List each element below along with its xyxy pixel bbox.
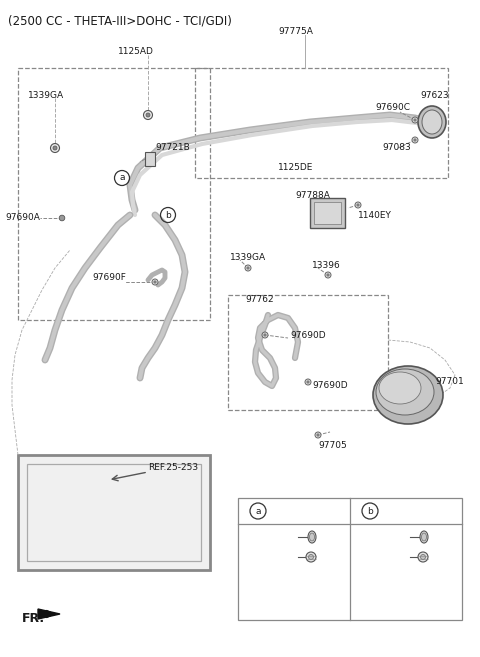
Ellipse shape — [422, 110, 442, 134]
Circle shape — [315, 432, 321, 438]
Text: 97690D: 97690D — [312, 380, 348, 390]
Text: 97721B: 97721B — [155, 143, 190, 152]
Circle shape — [146, 113, 150, 117]
Text: 1125AD: 1125AD — [118, 47, 154, 57]
Circle shape — [144, 110, 153, 120]
Ellipse shape — [418, 106, 446, 138]
Circle shape — [307, 381, 309, 383]
Circle shape — [306, 552, 316, 562]
Text: 97690F: 97690F — [92, 273, 126, 283]
Circle shape — [412, 137, 418, 143]
Circle shape — [420, 555, 425, 560]
Circle shape — [247, 267, 249, 269]
Circle shape — [53, 146, 57, 150]
Bar — [18, 455, 210, 570]
Text: 97690D: 97690D — [290, 330, 325, 340]
Text: a: a — [255, 507, 261, 516]
Circle shape — [245, 265, 251, 271]
Text: 97775A: 97775A — [278, 28, 313, 37]
Circle shape — [50, 143, 60, 152]
Text: b: b — [367, 507, 373, 516]
Ellipse shape — [379, 372, 421, 404]
Circle shape — [412, 117, 418, 123]
Ellipse shape — [420, 531, 428, 543]
Circle shape — [264, 334, 266, 336]
Text: 97811C: 97811C — [246, 533, 281, 541]
Circle shape — [317, 434, 319, 436]
Text: b: b — [165, 210, 171, 219]
Text: 97788A: 97788A — [295, 191, 330, 200]
Text: 97812B: 97812B — [358, 553, 393, 562]
Text: 97690A: 97690A — [5, 214, 40, 223]
Text: REF.25-253: REF.25-253 — [148, 463, 198, 472]
Ellipse shape — [308, 531, 316, 543]
Circle shape — [357, 204, 359, 206]
Bar — [310, 198, 345, 228]
Text: 97705: 97705 — [318, 440, 347, 449]
Bar — [145, 152, 155, 166]
Circle shape — [414, 139, 416, 141]
Text: 97701: 97701 — [435, 378, 464, 386]
Bar — [27, 464, 201, 561]
Circle shape — [327, 274, 329, 276]
Circle shape — [154, 281, 156, 283]
Text: 97812B: 97812B — [246, 553, 281, 562]
Text: FR.: FR. — [22, 612, 45, 625]
Circle shape — [418, 552, 428, 562]
Bar — [195, 68, 448, 178]
Text: 1339GA: 1339GA — [28, 91, 64, 99]
Text: a: a — [119, 173, 125, 183]
Circle shape — [325, 272, 331, 278]
Text: 1125DE: 1125DE — [278, 164, 313, 173]
Bar — [228, 295, 388, 410]
Circle shape — [59, 215, 65, 221]
Bar — [18, 68, 210, 320]
Text: 1140EY: 1140EY — [358, 210, 392, 219]
Bar — [238, 498, 462, 620]
Text: 13396: 13396 — [312, 260, 341, 269]
Circle shape — [355, 202, 361, 208]
Ellipse shape — [421, 533, 427, 541]
Text: (2500 CC - THETA-III>DOHC - TCI/GDI): (2500 CC - THETA-III>DOHC - TCI/GDI) — [8, 14, 232, 27]
Circle shape — [262, 332, 268, 338]
Ellipse shape — [310, 533, 314, 541]
Polygon shape — [38, 609, 60, 619]
Text: 97811B: 97811B — [358, 533, 393, 541]
Circle shape — [309, 555, 313, 560]
Text: 1339GA: 1339GA — [230, 254, 266, 263]
Text: 97623: 97623 — [420, 91, 449, 99]
Circle shape — [305, 379, 311, 385]
Ellipse shape — [376, 369, 434, 415]
Circle shape — [414, 119, 416, 121]
Circle shape — [152, 279, 158, 285]
Text: 97762: 97762 — [245, 296, 274, 304]
Bar — [314, 202, 341, 224]
Text: 97083: 97083 — [382, 143, 411, 152]
Text: 97690C: 97690C — [375, 104, 410, 112]
Ellipse shape — [373, 366, 443, 424]
